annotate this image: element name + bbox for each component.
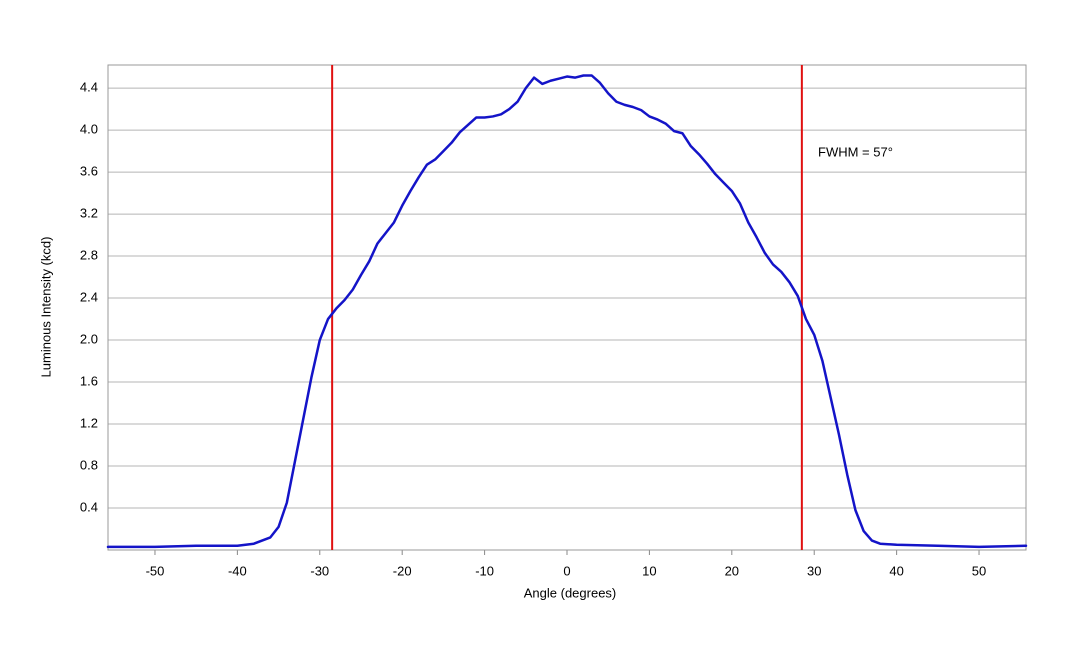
y-tick-label: 1.2: [80, 415, 98, 430]
data-line: [106, 74, 1028, 549]
y-tick-label: 1.6: [80, 373, 98, 388]
x-axis-label: Angle (degrees): [524, 585, 617, 600]
x-tick-label: -50: [146, 563, 165, 578]
y-tick-label: 2.4: [80, 289, 98, 304]
y-tick-label: 3.2: [80, 206, 98, 221]
y-tick-label: 2.0: [80, 331, 98, 346]
x-tick-label: -10: [475, 563, 494, 578]
x-tick-label: 0: [563, 563, 570, 578]
x-tick-label: 10: [642, 563, 656, 578]
x-tick-label: -30: [310, 563, 329, 578]
y-tick-label: 0.8: [80, 457, 98, 472]
y-tick-label: 3.6: [80, 164, 98, 179]
x-tick-label: -20: [393, 563, 412, 578]
plot-frame: [107, 64, 1027, 551]
annotation: FWHM = 57°: [818, 144, 893, 159]
x-tick-label: 40: [889, 563, 903, 578]
x-tick-label: -40: [228, 563, 247, 578]
x-tick-label: 20: [725, 563, 739, 578]
y-tick-label: 4.4: [80, 80, 98, 95]
y-axis-label: Luminous Intensity (kcd): [38, 237, 53, 378]
y-tick-label: 0.4: [80, 499, 98, 514]
x-tick-label: 50: [972, 563, 986, 578]
x-tick-label: 30: [807, 563, 821, 578]
y-tick-label: 4.0: [80, 122, 98, 137]
y-tick-label: 2.8: [80, 247, 98, 262]
